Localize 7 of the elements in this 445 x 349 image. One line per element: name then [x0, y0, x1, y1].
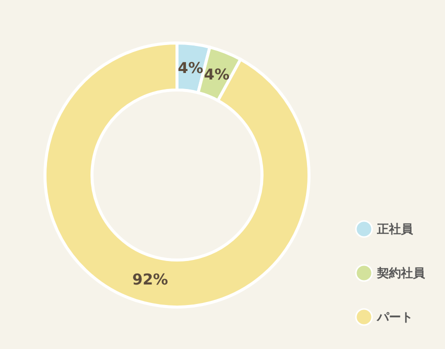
donut-slice	[44, 42, 310, 308]
data-label: 92%	[132, 270, 168, 289]
legend-label: 契約社員	[376, 266, 426, 280]
legend-label: 正社員	[376, 222, 414, 236]
legend-label: パート	[376, 310, 413, 324]
data-label: 4%	[178, 58, 204, 77]
data-label: 4%	[204, 66, 230, 84]
